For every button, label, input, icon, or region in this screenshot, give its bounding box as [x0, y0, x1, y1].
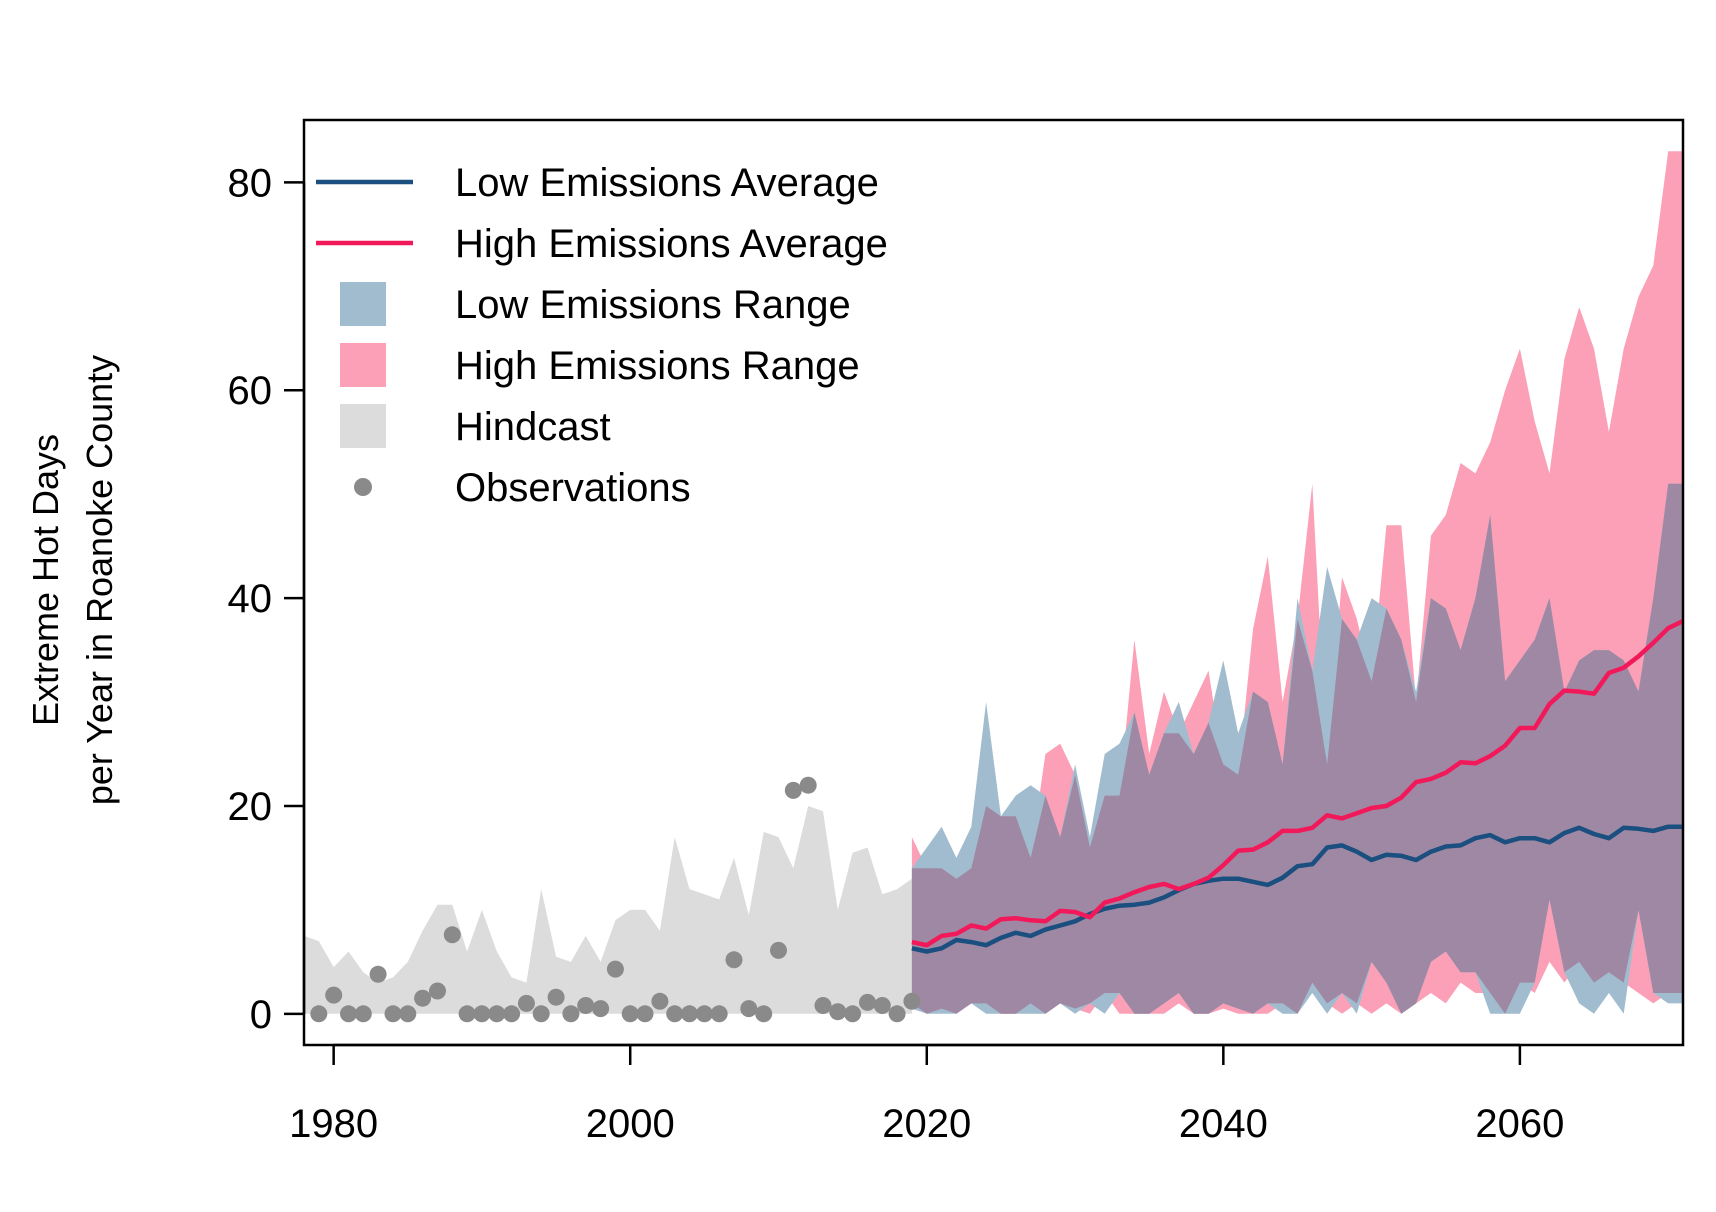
observation-point: [354, 1005, 372, 1023]
y-axis-title: Extreme Hot Days per Year in Roanoke Cou…: [25, 355, 120, 805]
hindcast-band: [304, 806, 912, 1014]
legend: Low Emissions Average High Emissions Aver…: [316, 161, 888, 510]
legend-label: Hindcast: [455, 405, 611, 449]
legend-fill-swatch: [340, 282, 386, 326]
observation-point: [517, 994, 535, 1012]
x-tick-label: 2000: [586, 1102, 675, 1146]
x-axis: 1980 2000 2020 2040 2060: [289, 1043, 1564, 1146]
observation-point: [725, 951, 743, 969]
observation-point: [606, 960, 624, 978]
observation-point: [710, 1005, 728, 1023]
observation-point: [681, 1005, 698, 1023]
y-axis-title-line-1: Extreme Hot Days: [25, 434, 66, 726]
observation-point: [814, 997, 832, 1014]
range-overlap-band: [911, 483, 1683, 1014]
high-emissions-average-line: [911, 618, 1683, 948]
observation-point: [651, 992, 669, 1010]
observation-point: [859, 993, 876, 1011]
observation-point: [310, 1005, 328, 1023]
observation-point: [592, 1000, 610, 1018]
observation-point: [547, 988, 565, 1006]
hindcast-layer: [304, 806, 912, 1014]
legend-fill-swatch: [340, 343, 386, 387]
observation-point: [458, 1005, 476, 1023]
x-tick-label: 2020: [882, 1102, 971, 1146]
observation-point: [636, 1005, 654, 1023]
legend-item: High Emissions Range: [340, 343, 860, 388]
legend-label: Observations: [455, 466, 691, 510]
observation-point: [755, 1005, 773, 1023]
legend-fill-swatch: [340, 404, 386, 448]
observation-point: [903, 992, 921, 1010]
observation-point: [443, 926, 461, 944]
low-emissions-average-line: [911, 824, 1683, 954]
observation-point: [325, 986, 343, 1004]
observation-point: [562, 1005, 580, 1023]
observation-point: [829, 1003, 847, 1021]
observation-point: [844, 1005, 862, 1023]
observation-point: [384, 1005, 402, 1023]
observation-point: [369, 965, 387, 983]
y-tick-label: 60: [228, 369, 273, 413]
observation-point: [621, 1005, 639, 1023]
legend-label: Low Emissions Average: [455, 161, 879, 205]
y-axis-title-line-2: per Year in Roanoke County: [79, 355, 120, 805]
y-axis: 0 20 40 60 80: [228, 161, 306, 1037]
y-tick-label: 80: [228, 161, 273, 205]
range-layer: [911, 151, 1683, 1014]
observation-point: [429, 982, 446, 1000]
observation-point: [770, 941, 787, 959]
legend-item: Low Emissions Average: [316, 161, 879, 205]
y-tick-label: 40: [228, 577, 273, 621]
observation-point: [666, 1005, 684, 1023]
legend-label: Low Emissions Range: [455, 283, 851, 327]
x-tick-label: 2060: [1475, 1102, 1564, 1146]
observation-point: [873, 997, 891, 1014]
observation-point: [577, 997, 595, 1014]
legend-item: Observations: [354, 466, 691, 510]
legend-item: Low Emissions Range: [340, 282, 851, 327]
observation-point: [740, 1000, 758, 1018]
x-tick-label: 1980: [289, 1102, 378, 1146]
observation-point: [799, 776, 817, 794]
observation-point: [414, 989, 432, 1007]
observation-point: [488, 1005, 506, 1023]
x-tick-label: 2040: [1179, 1102, 1268, 1146]
observation-point: [695, 1005, 713, 1023]
plot-area: [304, 151, 1683, 1023]
average-lines-layer: [911, 618, 1683, 954]
legend-item: Hindcast: [340, 404, 611, 449]
observation-point: [503, 1005, 521, 1023]
legend-label: High Emissions Range: [455, 344, 860, 388]
observations-layer: [310, 776, 921, 1023]
observation-point: [399, 1005, 417, 1023]
y-tick-label: 0: [250, 993, 272, 1037]
observation-point: [888, 1005, 906, 1023]
y-tick-label: 20: [228, 785, 273, 829]
observation-point: [532, 1005, 550, 1023]
legend-point-swatch: [354, 478, 372, 496]
legend-label: High Emissions Average: [455, 222, 888, 266]
observation-point: [340, 1005, 357, 1023]
legend-item: High Emissions Average: [316, 222, 888, 266]
observation-point: [473, 1005, 491, 1023]
observation-point: [784, 781, 802, 799]
